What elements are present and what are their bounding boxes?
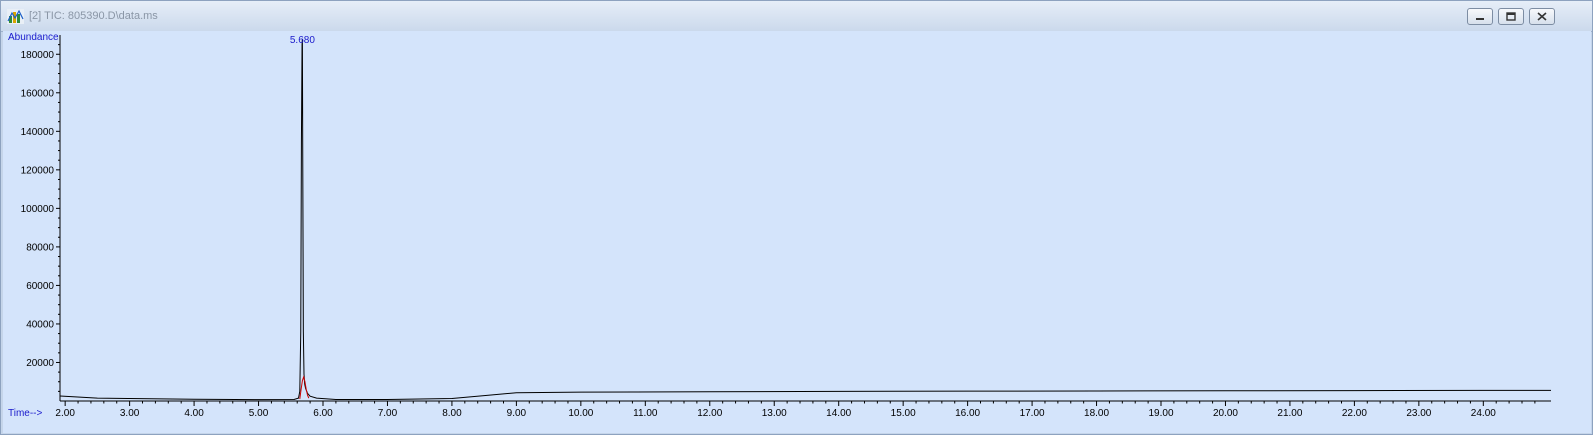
x-tick-label: 20.00 xyxy=(1213,408,1238,419)
x-tick-label: 4.00 xyxy=(184,408,204,419)
minimize-button[interactable] xyxy=(1467,8,1493,25)
series-layer xyxy=(59,38,1551,401)
chromatogram-app-icon xyxy=(7,9,24,24)
y-tick-label: 20000 xyxy=(26,358,54,369)
x-tick-label: 12.00 xyxy=(697,408,722,419)
close-icon xyxy=(1537,12,1547,21)
plot-panel[interactable]: 20000 40000 60000 80000 100000 120000 140000 16… xyxy=(3,31,1591,433)
y-tick-label: 100000 xyxy=(21,204,55,215)
y-axis-label: Abundance xyxy=(8,32,59,43)
x-tick-label: 3.00 xyxy=(120,408,140,419)
x-axis-ticks: 2.00 3.00 4.00 5.00 6.00 7.00 8.00 9.00 10.00 11.… xyxy=(55,401,1536,419)
tic-trace-line xyxy=(59,38,1551,401)
x-tick-label: 14.00 xyxy=(826,408,851,419)
x-tick-label: 19.00 xyxy=(1148,408,1173,419)
window-title: [2] TIC: 805390.D\data.ms xyxy=(29,10,158,22)
y-tick-label: 120000 xyxy=(21,165,55,176)
y-tick-label: 180000 xyxy=(21,50,55,61)
y-tick-label: 60000 xyxy=(26,281,54,292)
x-tick-label: 7.00 xyxy=(378,408,398,419)
x-tick-label: 16.00 xyxy=(955,408,980,419)
title-bar[interactable]: [2] TIC: 805390.D\data.ms xyxy=(1,1,1592,32)
x-tick-label: 6.00 xyxy=(313,408,333,419)
x-axis-label: Time--> xyxy=(8,408,43,419)
x-tick-label: 10.00 xyxy=(568,408,593,419)
peak-label: 5.680 xyxy=(290,35,315,46)
restore-icon xyxy=(1506,12,1516,21)
x-tick-label: 2.00 xyxy=(55,408,75,419)
x-tick-label: 17.00 xyxy=(1020,408,1045,419)
chromatogram-chart[interactable]: 20000 40000 60000 80000 100000 120000 140000 16… xyxy=(3,31,1591,433)
close-button[interactable] xyxy=(1529,8,1555,25)
restore-button[interactable] xyxy=(1498,8,1524,25)
minimize-icon xyxy=(1476,18,1484,20)
y-tick-label: 40000 xyxy=(26,319,54,330)
x-tick-label: 8.00 xyxy=(442,408,462,419)
x-tick-label: 23.00 xyxy=(1406,408,1431,419)
x-tick-label: 11.00 xyxy=(633,408,658,419)
x-tick-label: 22.00 xyxy=(1342,408,1367,419)
x-tick-label: 9.00 xyxy=(507,408,527,419)
x-tick-label: 18.00 xyxy=(1084,408,1109,419)
y-axis-ticks: 20000 40000 60000 80000 100000 120000 140000 16… xyxy=(21,44,60,392)
y-tick-label: 80000 xyxy=(26,242,54,253)
y-tick-label: 160000 xyxy=(21,88,55,99)
integration-trace-line xyxy=(299,375,310,400)
x-tick-label: 15.00 xyxy=(891,408,916,419)
y-tick-label: 140000 xyxy=(21,127,55,138)
x-tick-label: 13.00 xyxy=(762,408,787,419)
x-tick-label: 24.00 xyxy=(1471,408,1496,419)
x-tick-label: 21.00 xyxy=(1277,408,1302,419)
x-tick-label: 5.00 xyxy=(249,408,269,419)
